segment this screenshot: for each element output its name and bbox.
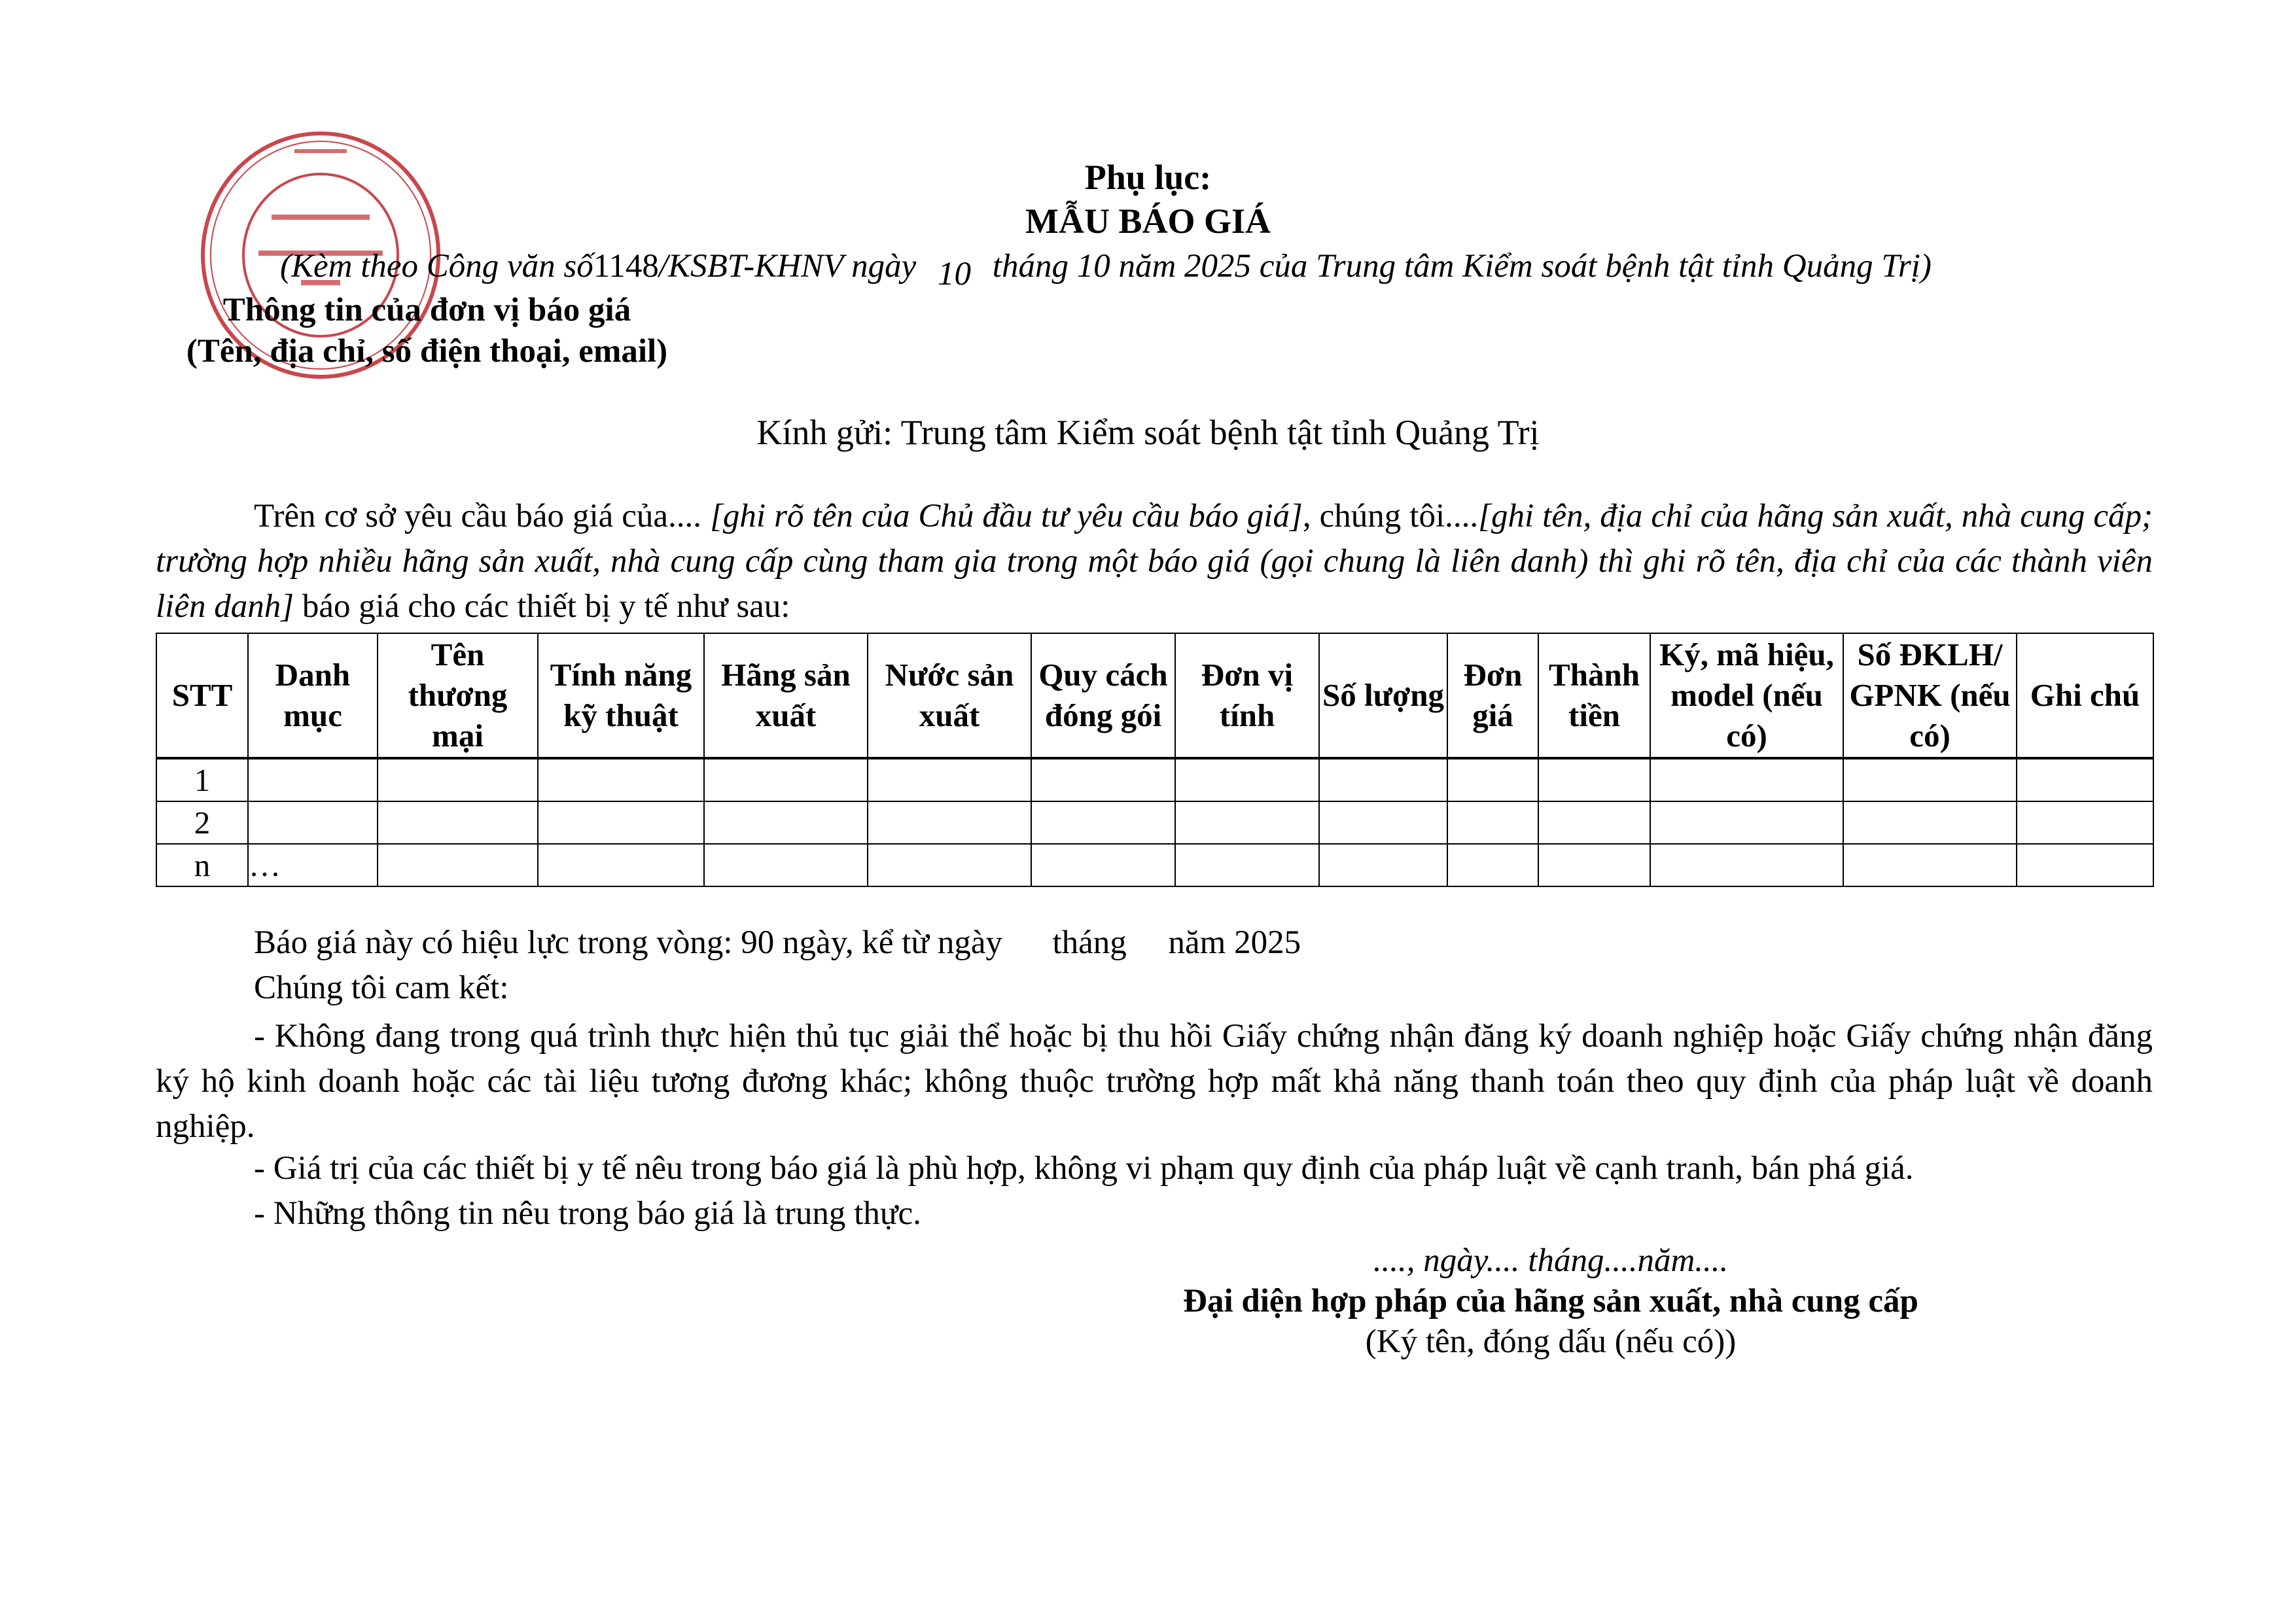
table-cell	[1447, 757, 1539, 802]
intro-text-3: báo giá cho các thiết bị y tế như sau:	[294, 588, 790, 625]
table-cell	[1031, 757, 1176, 802]
table-cell	[537, 801, 705, 845]
commitment-2: - Giá trị của các thiết bị y tế nêu tron…	[254, 1150, 1914, 1187]
unit-info-heading: Thông tin của đơn vị báo giá	[222, 292, 631, 328]
document-day: 10	[938, 256, 972, 292]
quotation-table: STT Danh mục Tên thương mại Tính năng kỹ th…	[156, 633, 2154, 887]
column-header: Quy cách đóng gói	[1031, 633, 1176, 759]
danh-muc-cell	[247, 801, 378, 845]
intro-text-2: , chúng tôi....	[1302, 498, 1479, 534]
danh-muc-cell	[247, 757, 378, 802]
document-subtitle: (Kèm theo Công văn số1148/KSBT-KHNV ngày…	[280, 247, 1932, 292]
table-cell	[1447, 843, 1539, 887]
table-cell	[2016, 843, 2154, 887]
intro-italic-1: [ghi rõ tên của Chủ đầu tư yêu cầu báo g…	[710, 498, 1303, 534]
table-cell	[867, 843, 1032, 887]
table-cell	[867, 757, 1032, 802]
table-cell	[1318, 801, 1448, 845]
stt-cell: 2	[156, 801, 249, 845]
official-seal-stamp	[201, 131, 440, 379]
intro-paragraph: Trên cơ sở yêu cầu báo giá của.... [ghi …	[156, 494, 2153, 629]
table-cell	[1174, 801, 1320, 845]
table-cell	[1031, 843, 1176, 887]
signature-title: Đại diện hợp pháp của hãng sản xuất, nhà…	[1183, 1283, 1918, 1319]
intro-italic-2: [ghi tên, địa chỉ của hãng sản xuất, nhà…	[156, 498, 2153, 625]
intro-text-1: Trên cơ sở yêu cầu báo giá của....	[254, 498, 711, 534]
table-cell	[703, 801, 868, 845]
column-header: Đơn vị tính	[1174, 633, 1320, 759]
table-cell	[377, 801, 539, 845]
column-header: Ghi chú	[2016, 633, 2154, 759]
table-header-row: STT Danh mục Tên thương mại Tính năng kỹ th…	[156, 633, 2154, 759]
table-cell	[2016, 757, 2154, 802]
subtitle-mid: /KSBT-KHNV ngày	[658, 248, 917, 285]
table-cell	[1538, 843, 1651, 887]
table-row: 2	[156, 801, 2154, 845]
table-cell	[377, 843, 539, 887]
table-cell	[2016, 801, 2154, 845]
subtitle-prefix: (Kèm theo Công văn số	[280, 248, 593, 285]
table-cell	[867, 801, 1032, 845]
document-number: 1148	[593, 248, 659, 285]
recipient-line: Kính gửi: Trung tâm Kiểm soát bệnh tật t…	[756, 413, 1540, 452]
table-cell	[1538, 757, 1651, 802]
column-header: Đơn giá	[1447, 633, 1539, 759]
appendix-label: Phụ lục:	[1084, 158, 1212, 197]
table-cell	[1843, 801, 2017, 845]
commitment-1: - Không đang trong quá trình thực hiện t…	[156, 1018, 2153, 1145]
table-cell	[1650, 843, 1844, 887]
validity-line: Báo giá này có hiệu lực trong vòng: 90 n…	[254, 924, 1301, 961]
column-header: STT	[156, 633, 249, 759]
column-header: Tính năng kỹ thuật	[537, 633, 705, 759]
table-cell	[1318, 757, 1448, 802]
table-cell	[1031, 801, 1176, 845]
signature-date: ...., ngày.... tháng....năm....	[1373, 1242, 1729, 1279]
table-cell	[1843, 843, 2017, 887]
signature-note: (Ký tên, đóng dấu (nếu có))	[1365, 1323, 1737, 1360]
table-cell	[377, 757, 539, 802]
column-header: Danh mục	[247, 633, 378, 759]
table-row: 1	[156, 757, 2154, 802]
column-header: Số lượng	[1318, 633, 1448, 759]
table-cell	[1650, 801, 1844, 845]
table-cell	[703, 757, 868, 802]
unit-info-subheading: (Tên, địa chỉ, số điện thoại, email)	[186, 333, 668, 370]
table-cell	[1843, 757, 2017, 802]
table-cell	[1538, 801, 1651, 845]
table-cell	[703, 843, 868, 887]
stt-cell: 1	[156, 757, 249, 802]
commitment-3: - Những thông tin nêu trong báo giá là t…	[254, 1195, 921, 1232]
column-header: Thành tiền	[1538, 633, 1651, 759]
table-cell	[1174, 843, 1320, 887]
table-cell	[1174, 757, 1320, 802]
column-header: Số ĐKLH/ GPNK (nếu có)	[1843, 633, 2017, 759]
table-cell	[1318, 843, 1448, 887]
column-header: Nước sản xuất	[867, 633, 1032, 759]
subtitle-suffix: tháng 10 năm 2025 của Trung tâm Kiểm soá…	[992, 248, 1932, 285]
table-row: n…	[156, 843, 2154, 887]
commitment-heading: Chúng tôi cam kết:	[254, 969, 509, 1006]
danh-muc-cell: …	[247, 843, 378, 887]
table-cell	[1447, 801, 1539, 845]
table-cell	[1650, 757, 1844, 802]
column-header: Tên thương mại	[377, 633, 539, 759]
column-header: Ký, mã hiệu, model (nếu có)	[1650, 633, 1844, 759]
table-cell	[537, 757, 705, 802]
table-cell	[537, 843, 705, 887]
document-title: MẪU BÁO GIÁ	[1025, 201, 1271, 241]
stt-cell: n	[156, 843, 249, 887]
column-header: Hãng sản xuất	[703, 633, 868, 759]
